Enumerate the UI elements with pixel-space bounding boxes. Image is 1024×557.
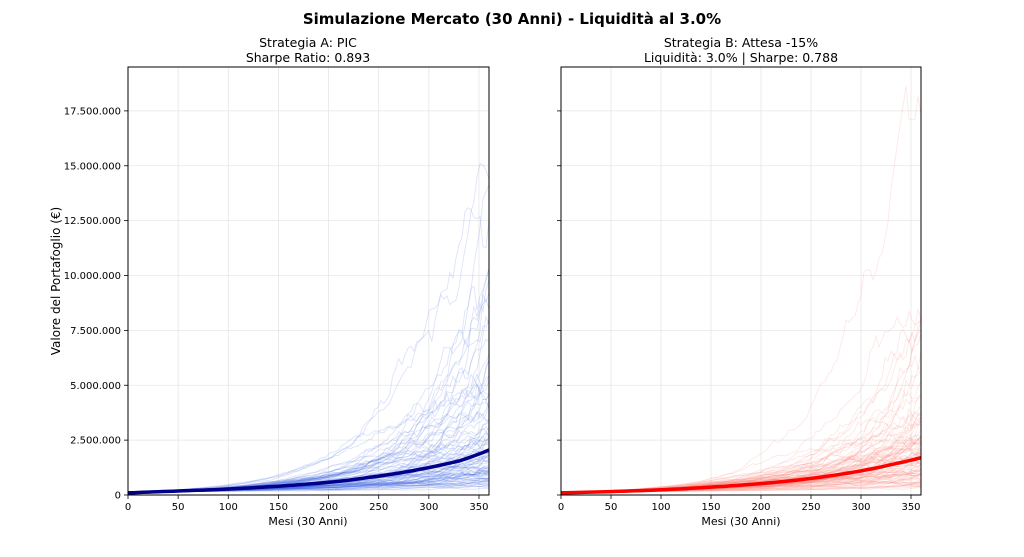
panel-strategy-b: Strategia B: Attesa -15% Liquidità: 3.0%…	[557, 35, 922, 528]
x-tick-label: 300	[419, 502, 438, 513]
y-tick-label: 0	[115, 491, 121, 502]
simulated-path	[127, 207, 490, 494]
panel-strategy-a: Strategia A: PIC Sharpe Ratio: 0.893 0 50…	[49, 35, 490, 528]
panel-b-median	[560, 456, 922, 495]
figure-suptitle: Simulazione Mercato (30 Anni) - Liquidit…	[303, 10, 721, 28]
x-tick-label: 0	[125, 502, 131, 513]
y-tick-label: 15.000.000	[64, 161, 121, 172]
median-line	[127, 448, 490, 495]
x-tick-label: 50	[172, 502, 185, 513]
y-tick-label: 17.500.000	[64, 106, 121, 117]
median-line	[560, 456, 922, 495]
panel-b-x-ticks: 0 50 100 150 200 250 300 350	[558, 495, 921, 513]
panel-b-frame	[560, 66, 922, 496]
panel-a-x-axis-label: Mesi (30 Anni)	[268, 515, 347, 528]
x-tick-label: 200	[751, 502, 770, 513]
x-tick-label: 250	[369, 502, 388, 513]
x-tick-label: 0	[558, 502, 564, 513]
panel-a-x-ticks: 0 50 100 150 200 250 300 350	[125, 495, 489, 513]
y-tick-label: 10.000.000	[64, 271, 121, 282]
panel-b-x-axis-label: Mesi (30 Anni)	[701, 515, 780, 528]
panel-a-title-line1: Strategia A: PIC	[259, 35, 357, 50]
x-tick-label: 350	[901, 502, 920, 513]
panel-b-title-line2: Liquidità: 3.0% | Sharpe: 0.788	[644, 50, 838, 65]
panel-a-median	[127, 448, 490, 495]
panel-a-y-ticks: 0 2.500.000 5.000.000 7.500.000 10.000.000 12…	[64, 106, 128, 502]
x-tick-label: 250	[801, 502, 820, 513]
panel-b-title-line1: Strategia B: Attesa -15%	[664, 35, 818, 50]
panel-a-frame	[127, 66, 490, 496]
y-tick-label: 2.500.000	[70, 436, 121, 447]
x-tick-label: 100	[651, 502, 670, 513]
panel-a-grid	[127, 67, 489, 496]
y-tick-label: 5.000.000	[70, 381, 121, 392]
x-tick-label: 300	[851, 502, 870, 513]
simulated-path	[560, 86, 922, 494]
x-tick-label: 200	[319, 502, 338, 513]
panel-a-y-axis-label: Valore del Portafoglio (€)	[49, 207, 63, 355]
y-tick-label: 12.500.000	[64, 216, 121, 227]
simulated-path	[127, 162, 490, 494]
x-tick-label: 350	[469, 502, 488, 513]
x-tick-label: 100	[219, 502, 238, 513]
panel-a-simulated-paths	[127, 162, 490, 494]
x-tick-label: 150	[701, 502, 720, 513]
panel-a-title-line2: Sharpe Ratio: 0.893	[246, 50, 370, 65]
panel-b-grid	[560, 67, 921, 496]
panel-b-simulated-paths	[560, 86, 922, 494]
panel-b-y-ticks	[557, 110, 561, 496]
y-tick-label: 7.500.000	[70, 326, 121, 337]
x-tick-label: 50	[605, 502, 618, 513]
x-tick-label: 150	[269, 502, 288, 513]
